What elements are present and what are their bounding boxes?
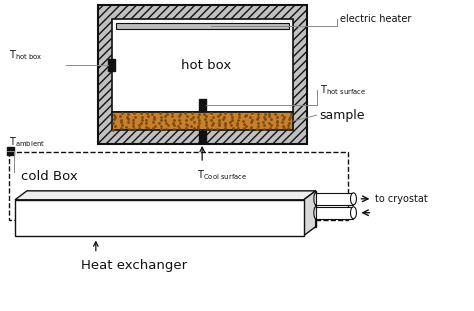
Ellipse shape <box>350 207 356 219</box>
Bar <box>108 59 115 72</box>
Text: sample: sample <box>319 109 365 122</box>
Text: $\mathregular{T}_{\mathregular{ambient}}$: $\mathregular{T}_{\mathregular{ambient}}… <box>9 135 45 149</box>
Ellipse shape <box>350 193 356 205</box>
Polygon shape <box>27 191 316 227</box>
Bar <box>9 152 347 220</box>
Polygon shape <box>15 191 316 200</box>
Text: cold Box: cold Box <box>21 170 78 183</box>
Polygon shape <box>304 191 316 236</box>
Bar <box>7 147 14 155</box>
Bar <box>116 23 289 29</box>
Text: to cryostat: to cryostat <box>375 194 428 204</box>
Bar <box>316 207 354 219</box>
Text: $\mathregular{T}_{\mathregular{hot\ box}}$: $\mathregular{T}_{\mathregular{hot\ box}… <box>9 49 43 62</box>
Bar <box>199 131 206 143</box>
Text: hot box: hot box <box>181 59 231 72</box>
Bar <box>98 5 307 144</box>
Text: electric heater: electric heater <box>339 14 411 24</box>
Bar <box>15 200 304 236</box>
Text: $\mathregular{T}_{\mathregular{Cool\ surface}}$: $\mathregular{T}_{\mathregular{Cool\ sur… <box>197 168 247 182</box>
Ellipse shape <box>314 193 318 205</box>
Ellipse shape <box>314 207 318 219</box>
Text: Heat exchanger: Heat exchanger <box>81 259 187 272</box>
Bar <box>111 112 293 130</box>
Bar <box>316 193 354 205</box>
Text: $\mathregular{T}_{\mathregular{hot\ surface}}$: $\mathregular{T}_{\mathregular{hot\ surf… <box>319 83 366 97</box>
Bar <box>199 99 206 111</box>
Bar <box>111 19 293 112</box>
